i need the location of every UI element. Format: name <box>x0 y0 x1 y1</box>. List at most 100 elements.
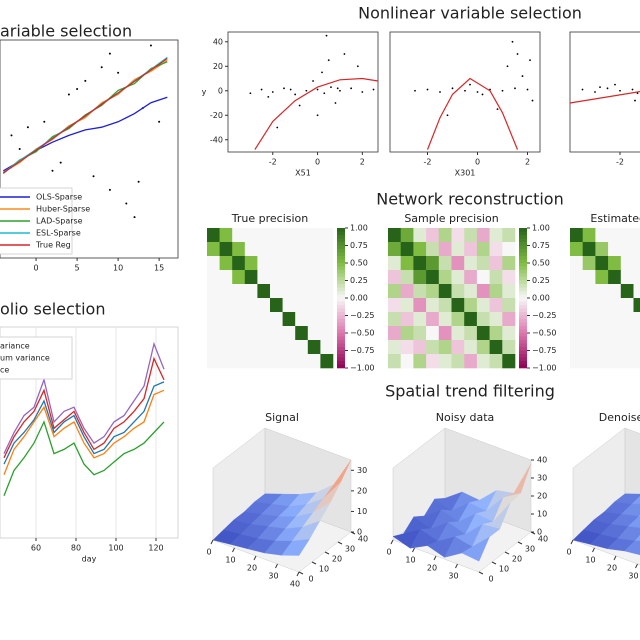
x-tick-label: 0 <box>475 158 480 167</box>
colorbar-step <box>337 322 345 327</box>
x-tick-label: 10 <box>585 556 595 565</box>
cell <box>320 354 334 369</box>
colorbar-step <box>337 336 345 341</box>
x-tick-label: 40 <box>290 580 300 589</box>
cell <box>244 270 258 285</box>
x-tick-label: -2 <box>616 158 624 167</box>
point <box>92 175 95 178</box>
point <box>325 34 328 37</box>
point <box>511 40 514 43</box>
chart-title: Signal <box>265 411 299 424</box>
legend-label: Huber-Sparse <box>36 205 90 214</box>
colorbar-step <box>337 294 345 299</box>
colorbar-step <box>519 340 527 344</box>
surface-patch <box>631 495 640 505</box>
y-tick-label: 0 <box>218 86 223 95</box>
cell <box>400 284 414 299</box>
colorbar-step <box>337 273 345 278</box>
pane <box>624 427 640 506</box>
colorbar-step <box>337 350 345 355</box>
cell <box>608 340 622 355</box>
point <box>321 71 323 74</box>
cell <box>489 340 503 355</box>
legend <box>0 336 73 380</box>
x-tick-label: 2 <box>360 158 365 167</box>
point <box>312 80 314 82</box>
cell <box>207 312 220 327</box>
point <box>636 92 639 95</box>
colorbar-step <box>337 364 345 369</box>
cell <box>282 270 296 285</box>
cell <box>413 256 427 271</box>
cell <box>207 354 220 369</box>
chart-title: Sample precision <box>404 212 498 225</box>
point <box>606 87 609 90</box>
colorbar-step <box>519 238 527 243</box>
colorbar-step <box>337 252 345 257</box>
cell <box>219 228 233 243</box>
cell <box>282 354 296 369</box>
cell <box>620 242 634 257</box>
cell <box>582 256 596 271</box>
cell <box>438 228 452 243</box>
point <box>249 92 252 95</box>
cell <box>502 242 516 257</box>
point <box>327 59 330 62</box>
cell <box>232 284 246 299</box>
x-axis-label: X301 <box>455 169 476 178</box>
z-tick-label: 10 <box>357 507 367 516</box>
plot-frame <box>569 31 640 153</box>
point <box>323 92 326 95</box>
section-title: Network reconstruction <box>376 190 563 209</box>
cell <box>307 312 321 327</box>
cell <box>413 326 427 341</box>
cell <box>320 228 334 243</box>
cell <box>620 326 634 341</box>
cell <box>608 298 622 313</box>
cell <box>388 340 401 355</box>
y-tick-label: 20 <box>512 555 522 564</box>
point <box>529 59 531 62</box>
cell <box>244 228 258 243</box>
chart-title: Estimated preci <box>590 212 640 225</box>
colorbar-step <box>337 277 345 281</box>
cell <box>307 270 321 285</box>
cell <box>282 242 296 257</box>
cell <box>595 354 609 369</box>
cell <box>307 340 321 355</box>
cell <box>502 284 516 299</box>
cell <box>282 284 296 299</box>
cell <box>219 242 233 257</box>
legend-label: um variance <box>0 354 50 363</box>
cell <box>307 242 321 257</box>
cell <box>257 242 271 257</box>
cell <box>270 326 283 341</box>
colorbar-step <box>337 305 345 309</box>
cell <box>426 326 440 341</box>
point <box>26 126 29 129</box>
cell <box>595 326 609 341</box>
cell <box>451 312 465 327</box>
x-tick <box>592 547 595 553</box>
cell <box>438 354 452 369</box>
x-tick-label: 10 <box>113 264 123 273</box>
cell <box>400 270 414 285</box>
x-tick <box>253 555 257 561</box>
cell <box>270 340 283 355</box>
cell <box>620 298 634 313</box>
point <box>439 91 441 93</box>
cell <box>320 284 334 299</box>
colorbar-step <box>337 301 345 306</box>
cell <box>438 284 452 299</box>
cell <box>257 340 271 355</box>
y-tick-label: 40 <box>213 37 223 46</box>
colorbar-step <box>519 252 527 257</box>
cell <box>244 312 258 327</box>
colorbar-step <box>519 305 527 309</box>
x-tick <box>412 547 415 553</box>
cell <box>464 326 478 341</box>
cell <box>426 354 440 369</box>
colorbar-step <box>337 315 345 320</box>
colorbar-step <box>519 228 527 232</box>
colorbar-step <box>337 354 345 358</box>
